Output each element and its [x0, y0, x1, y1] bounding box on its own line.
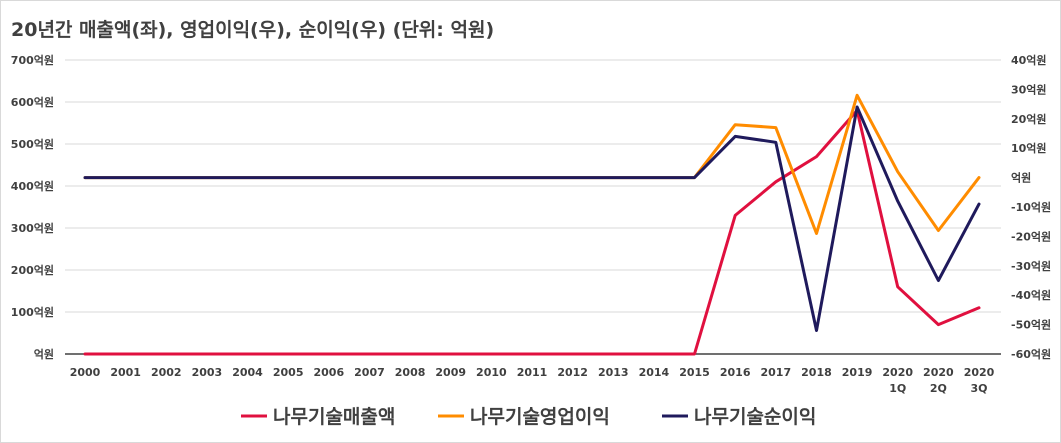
right-tick-label: -30억원 — [1011, 259, 1051, 273]
x-tick-label: 2008 — [395, 366, 426, 379]
right-tick-label: 20억원 — [1011, 112, 1047, 126]
left-tick-label: 500억원 — [11, 137, 54, 151]
x-tick-label: 2020 2Q — [923, 366, 954, 395]
x-tick-label: 2004 — [232, 366, 263, 379]
left-tick-label: 억원 — [34, 347, 54, 361]
right-tick-label: -10억원 — [1011, 200, 1051, 214]
right-tick-label: 40억원 — [1011, 53, 1047, 67]
x-tick-label: 2010 — [476, 366, 507, 379]
x-tick-label: 2001 — [110, 366, 141, 379]
legend-label: 나무기술매출액 — [273, 406, 395, 428]
legend-label: 나무기술순이익 — [694, 406, 816, 428]
right-tick-label: 10억원 — [1011, 141, 1047, 155]
x-tick-label: 2005 — [273, 366, 304, 379]
series-line-2 — [83, 93, 981, 235]
right-tick-label: -40억원 — [1011, 288, 1051, 302]
x-tick-label: 2002 — [151, 366, 182, 379]
legend-label: 나무기술영업이익 — [470, 406, 610, 428]
left-tick-label: 300억원 — [11, 221, 54, 235]
x-tick-label: 2013 — [598, 366, 629, 379]
x-tick-label: 2000 — [70, 366, 101, 379]
x-tick-label: 2007 — [354, 366, 385, 379]
x-tick-label: 2018 — [801, 366, 832, 379]
x-tick-label: 2015 — [679, 366, 710, 379]
right-tick-label: -20억원 — [1011, 229, 1051, 243]
x-tick-label: 2011 — [517, 366, 548, 379]
left-tick-label: 400억원 — [11, 179, 54, 193]
x-tick-label: 2019 — [842, 366, 873, 379]
x-tick-label: 2012 — [557, 366, 588, 379]
right-tick-label: 억원 — [1011, 171, 1031, 185]
series-line-3 — [83, 105, 981, 332]
series-line-1 — [83, 108, 981, 356]
x-tick-label: 2016 — [720, 366, 751, 379]
right-tick-label: 30억원 — [1011, 82, 1047, 96]
x-tick-label: 2003 — [192, 366, 223, 379]
x-tick-label: 2020 3Q — [964, 366, 995, 395]
left-tick-label: 200억원 — [11, 263, 54, 277]
x-tick-label: 2009 — [435, 366, 466, 379]
x-tick-label: 2020 1Q — [882, 366, 913, 395]
x-tick-label: 2006 — [314, 366, 345, 379]
right-tick-label: -60억원 — [1011, 347, 1051, 361]
x-tick-label: 2017 — [761, 366, 792, 379]
right-tick-label: -50억원 — [1011, 318, 1051, 332]
left-tick-label: 700억원 — [11, 53, 54, 67]
chart-title: 20년간 매출액(좌), 영업이익(우), 순이익(우) (단위: 억원) — [11, 19, 495, 41]
left-tick-label: 100억원 — [11, 305, 54, 319]
left-tick-label: 600억원 — [11, 95, 54, 109]
x-tick-label: 2014 — [639, 366, 670, 379]
